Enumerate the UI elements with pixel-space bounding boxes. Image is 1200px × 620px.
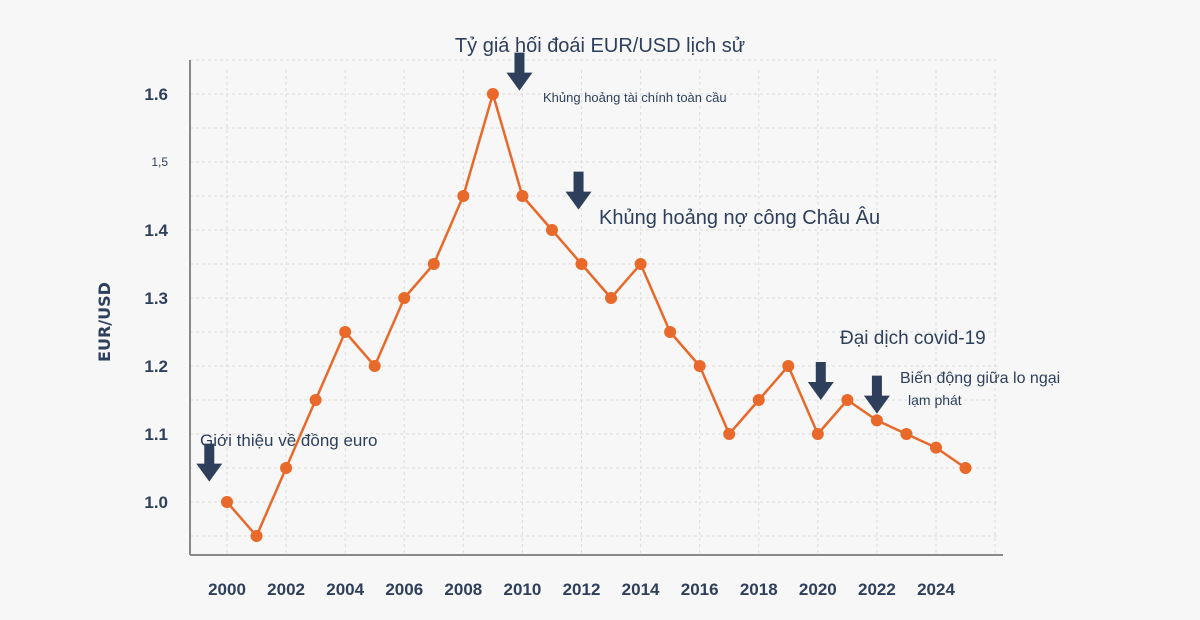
data-point xyxy=(486,88,499,100)
data-point xyxy=(930,441,942,454)
data-point xyxy=(398,292,411,304)
data-point xyxy=(782,360,795,372)
down-arrow-icon xyxy=(863,375,890,414)
x-tick-label: 2014 xyxy=(622,580,660,599)
x-tick-label: 2022 xyxy=(858,580,896,599)
grid-lines xyxy=(190,59,998,555)
y-axis-label: EUR/USD xyxy=(95,282,114,362)
chart-title: Tỷ giá hối đoái EUR/USD lịch sử xyxy=(455,35,745,57)
annotation-covid: Đại dịch covid-19 xyxy=(840,328,986,349)
down-arrow-icon xyxy=(807,362,834,400)
data-point xyxy=(693,360,706,372)
y-tick-label: 1.1 xyxy=(144,425,168,444)
down-arrow-icon xyxy=(565,171,592,210)
x-tick-label: 2002 xyxy=(267,580,305,599)
annotation-inflation-line2: lạm phát xyxy=(908,392,962,408)
x-tick-label: 2012 xyxy=(563,580,601,599)
data-point xyxy=(457,190,470,202)
down-arrow-icon xyxy=(506,52,533,91)
x-tick-label: 2008 xyxy=(444,580,482,599)
data-point xyxy=(575,258,588,270)
data-point xyxy=(427,258,440,270)
y-tick-label: 1.6 xyxy=(144,85,168,104)
x-tick-label: 2010 xyxy=(504,580,542,599)
down-arrow-icon xyxy=(196,443,223,482)
y-tick-label: 1.2 xyxy=(144,357,168,376)
axes xyxy=(189,60,1003,556)
series-line xyxy=(226,92,967,538)
data-point xyxy=(221,496,233,508)
data-point xyxy=(634,258,647,270)
y-tick-label: 1.3 xyxy=(144,289,168,308)
x-tick-label: 2000 xyxy=(208,580,246,599)
annotation-inflation-line1: Biến động giữa lo ngại xyxy=(900,370,1060,387)
data-point xyxy=(723,428,736,440)
data-point xyxy=(339,326,352,338)
y-tick-labels: 1.0 1.1 1.2 1.3 1.4 1,5 1.6 xyxy=(144,85,168,512)
data-point xyxy=(870,414,883,427)
annotation-global-financial-crisis: Khủng hoảng tài chính toàn cầu xyxy=(543,90,727,105)
data-point xyxy=(664,326,677,338)
x-tick-label: 2016 xyxy=(681,580,719,599)
data-point xyxy=(516,190,529,202)
data-points xyxy=(221,88,972,542)
x-tick-label: 2024 xyxy=(917,580,955,599)
data-point xyxy=(368,360,381,372)
y-tick-label: 1.4 xyxy=(144,221,168,240)
x-tick-label: 2006 xyxy=(385,580,423,599)
data-point xyxy=(309,394,322,406)
data-point xyxy=(959,462,972,474)
annotation-euro-debt-crisis: Khủng hoảng nợ công Châu Âu xyxy=(599,206,880,229)
annotation-arrows xyxy=(196,52,890,482)
data-point xyxy=(280,462,293,474)
data-point xyxy=(250,530,263,542)
data-point xyxy=(811,428,824,440)
data-point xyxy=(841,394,854,406)
data-point xyxy=(545,224,558,236)
y-tick-label: 1.0 xyxy=(144,493,168,512)
data-point xyxy=(605,292,618,304)
x-tick-label: 2018 xyxy=(740,580,778,599)
y-tick-label: 1,5 xyxy=(151,155,168,169)
x-tick-labels: 2000 2002 2004 2006 2008 2010 2012 2014 2016 2018… xyxy=(208,580,955,599)
annotation-euro-intro: Giới thiệu về đồng euro xyxy=(200,431,377,450)
x-tick-label: 2004 xyxy=(326,580,364,599)
data-point xyxy=(752,394,765,406)
data-point xyxy=(900,428,913,440)
series-polyline xyxy=(226,92,967,538)
x-tick-label: 2020 xyxy=(799,580,837,599)
